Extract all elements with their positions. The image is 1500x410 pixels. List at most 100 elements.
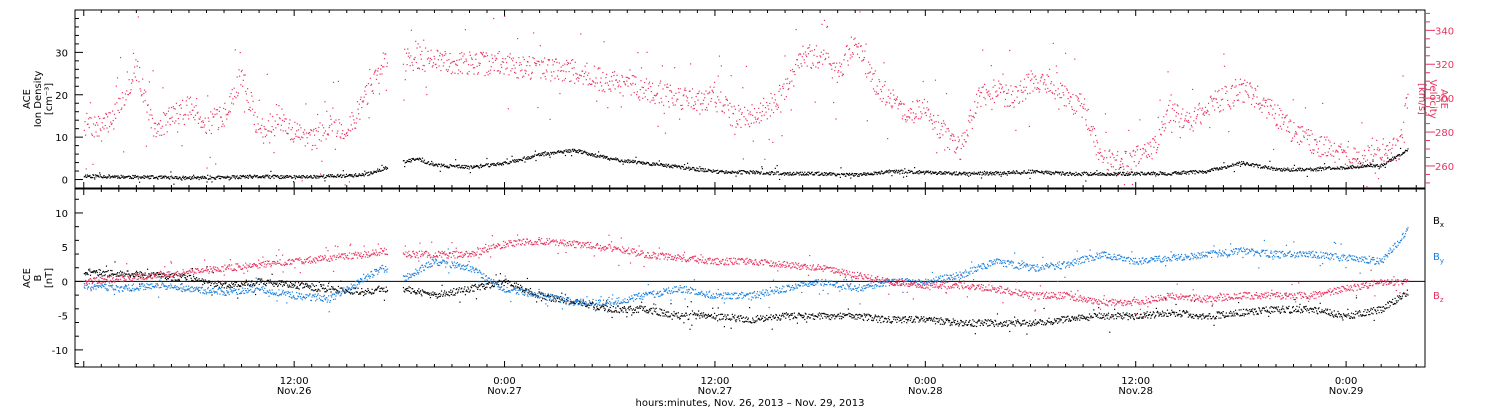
density-point [410,161,412,163]
density-point [607,158,609,160]
density-point [601,155,603,158]
bx-point [248,280,250,282]
density-point [1319,166,1321,168]
density-point [874,173,876,175]
velocity-point [577,80,579,82]
density-point [1116,173,1118,175]
velocity-point [833,62,835,64]
density-point [343,176,346,178]
density-point [217,175,219,177]
velocity-point [600,77,602,79]
bx-point [172,279,174,281]
velocity-point [1330,153,1332,155]
velocity-point [939,133,941,135]
bx-point [100,273,102,276]
velocity-point [891,107,893,109]
density-point [987,174,989,176]
density-point [1289,170,1291,172]
velocity-point [1158,128,1161,131]
velocity-point [1317,148,1319,150]
density-point [1239,162,1241,164]
density-point [910,170,913,172]
density-point [269,177,271,180]
velocity-point [947,146,949,149]
velocity-point [567,62,570,65]
velocity-point [478,62,480,64]
density-point [151,175,153,177]
velocity-point [1248,96,1250,99]
density-point [1263,167,1265,169]
velocity-point [1204,106,1207,108]
bx-point [194,278,197,280]
velocity-point [162,87,164,89]
velocity-point [168,107,170,109]
density-point [137,175,139,177]
velocity-point [605,73,608,75]
velocity-point [169,117,171,120]
plasma-panel-time-ticks [83,10,1417,188]
density-point [536,154,538,156]
velocity-point [1072,93,1074,96]
velocity-point [429,57,432,60]
density-point [174,176,176,178]
density-point [829,172,831,174]
density-point [1036,169,1038,172]
density-point [306,174,308,177]
density-point [268,177,270,179]
velocity-point [215,163,217,165]
velocity-point [843,59,845,61]
density-point [633,160,635,162]
velocity-point [641,86,643,88]
velocity-point [799,53,802,55]
density-point [1033,172,1035,174]
velocity-point [1358,151,1360,153]
density-point [1387,157,1389,159]
density-point [1311,169,1313,171]
velocity-point [179,113,181,116]
density-point [567,149,569,151]
velocity-point [266,134,268,136]
density-point [318,177,320,179]
density-point [286,176,288,179]
velocity-point [1178,121,1180,123]
density-point [894,172,896,174]
bx-point [282,281,284,283]
velocity-point [645,78,648,80]
velocity-point [471,58,473,61]
velocity-point [116,77,119,79]
velocity-point [362,100,365,102]
velocity-point [449,52,451,55]
velocity-point [766,118,768,120]
velocity-point [1392,138,1394,140]
density-point [1063,173,1065,175]
velocity-point [674,104,676,106]
velocity-point [1314,139,1316,141]
velocity-point [459,71,462,73]
density-point [917,172,919,174]
density-point [1007,170,1009,173]
velocity-point [1371,144,1373,147]
velocity-point [311,149,313,151]
velocity-point [597,68,599,70]
velocity-point [483,55,486,57]
bx-point [117,275,119,277]
density-point [957,174,959,176]
velocity-point [189,96,192,98]
density-point [1017,172,1019,174]
density-point [1325,168,1327,170]
density-point [160,177,162,180]
density-point [1295,169,1297,171]
density-point [740,169,743,172]
density-point [736,171,738,173]
bx-point [191,267,193,270]
density-point [1250,163,1252,166]
density-point [995,171,997,173]
velocity-point [759,111,761,114]
velocity-point [634,83,637,85]
density-point [1220,166,1223,168]
density-point [442,164,444,166]
bx-point [100,273,103,275]
density-point [1134,174,1137,176]
velocity-point [241,69,243,71]
density-point [871,173,873,176]
